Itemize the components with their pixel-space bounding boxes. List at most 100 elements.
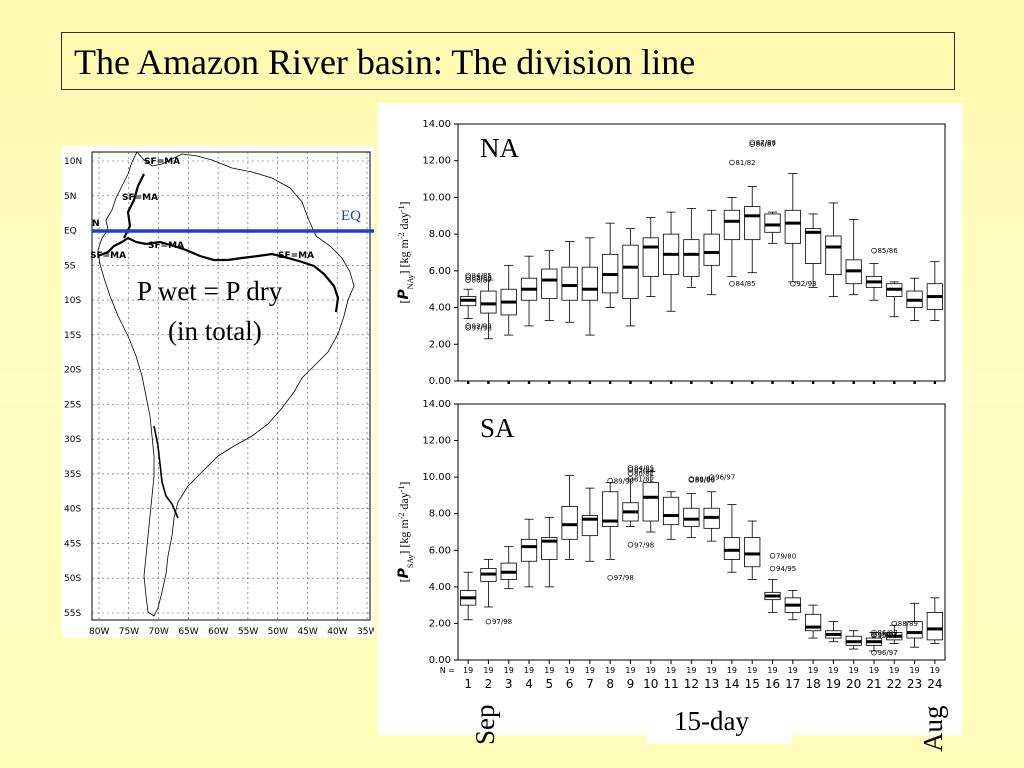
annotation-line2: (in total) [168, 316, 262, 346]
y-tick-label: 10.00 [422, 192, 451, 203]
outlier-point [607, 574, 613, 581]
y-axis-label-part: ] [kg m [397, 519, 411, 555]
y-axis-label: [PNAy] [kg m-2 day-1] [396, 201, 415, 303]
box-11 [662, 211, 680, 312]
box-8 [602, 222, 619, 308]
box-23 [906, 277, 923, 321]
n-count-label: 19 [869, 666, 879, 675]
outlier-point [790, 280, 796, 287]
outlier-point [769, 565, 776, 572]
y-tick-label: 0.00 [429, 655, 451, 666]
y-tick-label: 12.00 [422, 436, 451, 447]
region-label: SF=MA [278, 251, 314, 261]
n-count-label: 19 [565, 666, 575, 675]
box-6 [561, 241, 578, 323]
period-label: 6 [566, 677, 574, 691]
box-24 [926, 597, 943, 644]
box-iqr [825, 235, 842, 275]
y-tick-label: 4.00 [429, 303, 451, 314]
box-13 [703, 491, 720, 542]
region-label: SF=MA [122, 193, 158, 203]
box-3 [500, 546, 517, 590]
latitude-tick-label: 45S [64, 539, 81, 549]
outlier-point [708, 474, 715, 480]
n-count-label: 19 [463, 666, 473, 675]
box-3 [500, 264, 517, 336]
y-axis-label-part: -1 [397, 205, 406, 212]
x-axis-label: 15-day [674, 706, 749, 736]
outlier-label: 84/85 [735, 280, 755, 288]
longitude-tick-label: 40W [327, 627, 347, 637]
period-label: 20 [846, 677, 861, 691]
box-2 [480, 559, 497, 608]
outlier-label: 85/86 [877, 247, 898, 255]
latitude-tick-label: 5S [64, 261, 76, 271]
box-4 [520, 255, 538, 327]
box-16 [764, 579, 781, 613]
y-axis-label-part: ] [kg m [397, 238, 411, 274]
division-line [97, 173, 340, 313]
outlier-label: 79/80 [776, 552, 796, 560]
outlier-label: 95/96 [877, 632, 898, 640]
outlier-point [871, 632, 877, 639]
outlier-point [891, 620, 898, 627]
box-iqr [804, 228, 822, 264]
period-label: 18 [805, 677, 820, 691]
n-count-label: 19 [767, 666, 777, 675]
box-21 [865, 263, 883, 301]
outlier-point [465, 323, 471, 329]
box-7 [581, 487, 599, 562]
n-count-label: 19 [483, 666, 493, 675]
period-label: 21 [866, 677, 881, 691]
box-iqr [541, 537, 558, 560]
box-22 [886, 281, 903, 318]
box-6 [561, 474, 578, 560]
period-label: 15 [745, 677, 760, 691]
n-count-label: 19 [808, 666, 818, 675]
annotation-line1: P wet = P dry [137, 276, 283, 306]
south-america-map: SF=MA SF=MA SF=MA SF=MA SF=MA N 10N 5N EQ 5… [62, 146, 374, 638]
n-count-label: 19 [605, 666, 615, 675]
box-15 [744, 520, 761, 580]
latitude-tick-label: 50S [64, 574, 81, 584]
n-count-label: 19 [930, 666, 940, 675]
southern-boundary [153, 425, 179, 519]
outlier-point [627, 542, 634, 548]
box-13 [703, 209, 720, 296]
box-17 [784, 173, 801, 283]
outlier-point [627, 470, 634, 477]
outlier-label: 81/82 [735, 159, 755, 167]
box-11 [662, 491, 680, 540]
outlier-label: 97/98 [492, 618, 512, 626]
n-count-label: 19 [524, 666, 534, 675]
outlier-point [627, 467, 634, 473]
box-18 [804, 604, 822, 639]
outlier-label: 94/95 [776, 565, 796, 573]
y-axis-label-part: day [397, 212, 411, 232]
outlier-label: 88/89 [695, 475, 715, 483]
outlier-point [769, 553, 776, 559]
period-label: 10 [643, 677, 658, 691]
box-7 [581, 237, 599, 336]
x-axis-end-label: Aug [918, 705, 948, 753]
y-axis-label-part: -2 [397, 513, 406, 520]
n-count-label: 19 [686, 666, 696, 675]
period-label: 19 [826, 677, 841, 691]
outlier-point [871, 629, 877, 636]
box-20 [845, 219, 862, 296]
box-19 [825, 621, 842, 643]
latitude-tick-label: 25S [64, 400, 81, 410]
box-iqr [642, 237, 659, 277]
n-label: N = [440, 666, 455, 675]
latitude-tick-label: 15S [64, 331, 81, 341]
box-iqr [602, 491, 619, 527]
longitude-tick-label: 55W [238, 627, 258, 637]
n-count-label: 19 [544, 666, 554, 675]
y-axis-label-part: -1 [397, 486, 406, 493]
x-axis-start-label: Sep [470, 704, 500, 746]
y-axis-label-part: P [396, 567, 412, 578]
n-count-label: 19 [909, 666, 919, 675]
box-iqr [784, 209, 801, 244]
region-label: SF=MA [148, 241, 184, 251]
box-iqr [642, 482, 659, 522]
